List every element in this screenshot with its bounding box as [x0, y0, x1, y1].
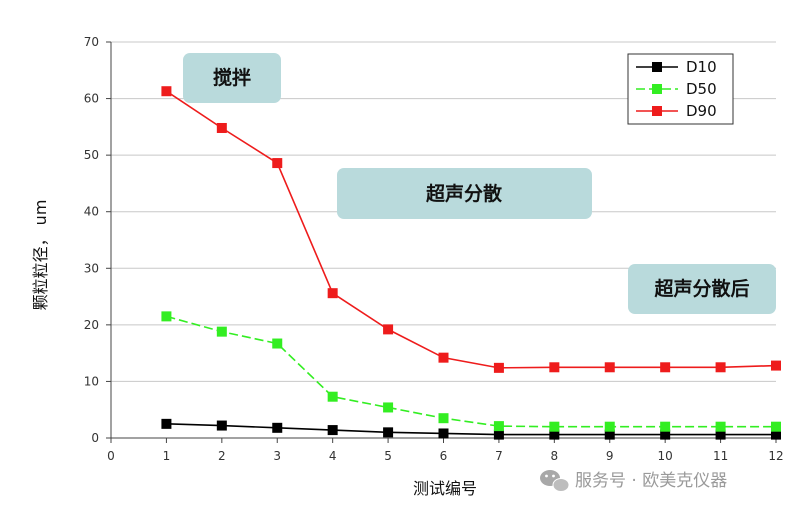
point-d10: [493, 429, 504, 440]
point-d10: [327, 425, 338, 436]
x-tick-label: 9: [606, 449, 614, 463]
x-tick-label: 7: [495, 449, 503, 463]
x-tick-label: 6: [440, 449, 448, 463]
point-d90: [771, 360, 781, 371]
legend-label-d90: D90: [686, 102, 717, 120]
y-tick-label: 40: [84, 205, 99, 219]
x-tick-label: 11: [713, 449, 728, 463]
x-tick-label: 4: [329, 449, 337, 463]
x-tick-label: 12: [768, 449, 783, 463]
point-d10: [660, 429, 671, 440]
point-d50: [438, 413, 449, 424]
y-tick-label: 30: [84, 261, 99, 275]
series-line-d10: [166, 423, 776, 436]
point-d90: [549, 362, 560, 373]
y-axis-title: 颗粒粒径， um: [31, 200, 50, 311]
x-tick-label: 2: [218, 449, 226, 463]
annotation-stirring: 搅拌: [213, 66, 251, 89]
annotation-ultrasonic: 超声分散: [425, 182, 502, 205]
point-d90: [660, 362, 671, 373]
point-d50: [383, 402, 394, 413]
x-tick-label: 1: [163, 449, 171, 463]
point-d10: [604, 429, 615, 440]
x-axis-title: 测试编号: [413, 479, 477, 498]
y-tick-label: 20: [84, 318, 99, 332]
x-tick-label: 8: [551, 449, 559, 463]
annotation-box-ultrasonic: [337, 168, 592, 219]
point-d10: [272, 422, 283, 433]
y-tick-label: 60: [84, 92, 99, 106]
annotation-box-after-ultrasonic: [628, 264, 776, 314]
point-d90: [161, 86, 172, 97]
watermark-text: 服务号 · 欧美克仪器: [575, 471, 727, 491]
x-tick-label: 3: [273, 449, 281, 463]
legend-label-d10: D10: [686, 58, 717, 76]
point-d50: [771, 421, 781, 432]
point-d50: [161, 311, 172, 322]
point-d10: [549, 429, 560, 440]
y-tick-label: 50: [84, 148, 99, 162]
y-tick-label: 10: [84, 374, 99, 388]
annotation-box-stirring: [183, 53, 281, 103]
y-tick-label: 70: [84, 35, 99, 49]
series: [161, 86, 781, 440]
point-d90: [604, 362, 615, 373]
y-tick-label: 0: [91, 431, 99, 445]
point-d90: [715, 362, 726, 373]
point-d90: [493, 362, 504, 373]
point-d50: [327, 391, 338, 402]
point-d50: [715, 421, 726, 432]
point-d50: [272, 338, 283, 349]
legend-marker-d50: [652, 84, 662, 94]
point-d50: [493, 421, 504, 432]
point-d50: [604, 421, 615, 432]
point-d90: [438, 352, 449, 363]
annotations: 搅拌 超声分散 超声分散后: [183, 53, 776, 314]
x-tick-label: 0: [107, 449, 115, 463]
point-d10: [383, 427, 394, 438]
point-d10: [161, 418, 172, 429]
legend-marker-d10: [652, 62, 662, 72]
point-d50: [549, 421, 560, 432]
legend: D10 D50 D90: [627, 53, 734, 125]
point-d10: [715, 429, 726, 440]
legend-label-d50: D50: [686, 80, 717, 98]
point-d90: [216, 122, 227, 133]
point-d50: [660, 421, 671, 432]
x-tick-label: 5: [384, 449, 392, 463]
point-d90: [383, 324, 394, 335]
annotation-after-ultrasonic: 超声分散后: [653, 277, 749, 300]
point-d10: [771, 429, 781, 440]
x-tick-label: 10: [658, 449, 673, 463]
series-line-d50: [166, 315, 776, 428]
legend-box: [627, 53, 734, 125]
point-d90: [272, 158, 283, 169]
point-d10: [438, 428, 449, 439]
point-d50: [216, 326, 227, 337]
series-line-d90: [165, 90, 777, 369]
point-d90: [327, 288, 338, 299]
watermark: 服务号 · 欧美克仪器: [540, 470, 727, 492]
wechat-icon: [540, 470, 570, 492]
legend-marker-d90: [652, 106, 662, 116]
point-d10: [216, 420, 227, 431]
